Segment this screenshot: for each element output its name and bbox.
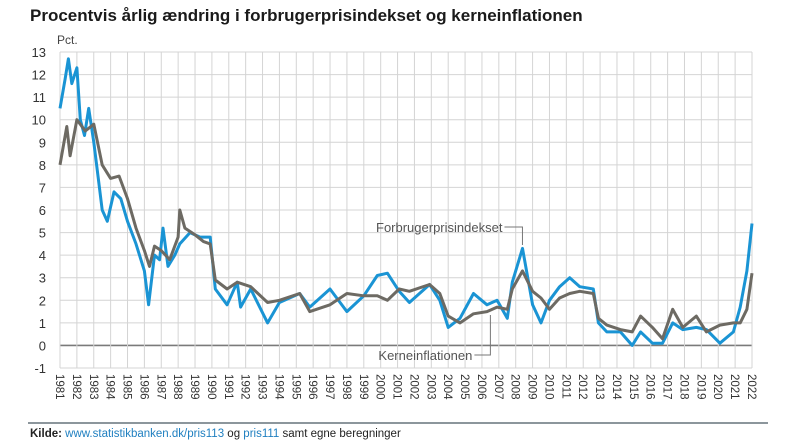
x-tick-label: 2004 xyxy=(441,374,453,400)
x-tick-label: 1983 xyxy=(87,374,99,400)
x-tick-label: 1991 xyxy=(222,374,234,400)
x-tick-label: 2016 xyxy=(644,374,656,400)
x-tick-label: 2008 xyxy=(509,374,521,400)
x-tick-label: 2015 xyxy=(627,374,639,400)
y-tick-label: 7 xyxy=(39,180,46,195)
chart-title: Procentvis årlig ændring i forbrugerpris… xyxy=(30,6,583,25)
y-tick-label: 11 xyxy=(33,90,47,105)
y-tick-label: 1 xyxy=(39,316,46,331)
divider xyxy=(28,422,768,424)
x-tick-label: 2018 xyxy=(677,374,689,400)
x-tick-label: 2017 xyxy=(661,374,673,400)
x-tick-label: 2021 xyxy=(728,374,740,400)
x-tick-label: 1994 xyxy=(272,374,284,400)
y-tick-label: 12 xyxy=(32,68,46,83)
x-tick-label: 1990 xyxy=(205,374,217,400)
x-tick-label: 1993 xyxy=(256,374,268,400)
source-link-pris111[interactable]: pris111 xyxy=(243,428,280,440)
x-tick-label: 1981 xyxy=(53,374,65,400)
annotation-leader-forbrugerprisindekset xyxy=(504,226,523,245)
x-tick-label: 2010 xyxy=(542,374,554,400)
x-tick-label: 2014 xyxy=(610,374,622,400)
annotation-leader-kerneinflationen xyxy=(474,315,491,356)
x-tick-label: 1985 xyxy=(121,374,133,400)
y-tick-label: 9 xyxy=(39,135,46,150)
x-tick-label: 2019 xyxy=(694,374,706,400)
y-tick-label: -1 xyxy=(34,361,46,376)
x-tick-label: 2013 xyxy=(593,374,605,400)
x-tick-label: 2005 xyxy=(458,374,470,400)
y-tick-label: 5 xyxy=(39,226,46,241)
y-tick-label: 10 xyxy=(32,113,46,128)
source-link-pris113[interactable]: www.statistikbanken.dk/pris113 xyxy=(65,428,225,440)
x-tick-label: 1996 xyxy=(306,374,318,400)
y-tick-label: 0 xyxy=(39,338,46,353)
y-tick-label: 6 xyxy=(39,203,46,218)
x-tick-label: 1997 xyxy=(323,374,335,400)
x-tick-label: 2002 xyxy=(407,374,419,400)
y-axis-unit: Pct. xyxy=(57,33,78,47)
x-tick-label: 1986 xyxy=(137,374,149,400)
x-tick-label: 2000 xyxy=(374,374,386,400)
x-tick-label: 2006 xyxy=(475,374,487,400)
x-tick-label: 2009 xyxy=(526,374,538,400)
annotation-forbrugerprisindekset: Forbrugerprisindekset xyxy=(376,220,503,235)
x-tick-label: 2001 xyxy=(391,374,403,400)
source-label: Kilde: xyxy=(30,428,62,440)
y-tick-label: 4 xyxy=(39,248,46,263)
x-tick-label: 1989 xyxy=(188,374,200,400)
x-tick-label: 2022 xyxy=(745,374,757,400)
x-tick-label: 2007 xyxy=(492,374,504,400)
series-line-kerneinflationen xyxy=(58,118,754,341)
x-tick-label: 2020 xyxy=(711,374,723,400)
annotation-kerneinflationen: Kerneinflationen xyxy=(378,348,472,363)
x-tick-label: 1987 xyxy=(154,374,166,400)
x-tick-label: 1995 xyxy=(289,374,301,400)
x-tick-label: 1988 xyxy=(171,374,183,400)
y-tick-label: 3 xyxy=(39,271,46,286)
x-tick-label: 1992 xyxy=(239,374,251,400)
x-tick-label: 2003 xyxy=(424,374,436,400)
x-tick-label: 1998 xyxy=(340,374,352,400)
x-tick-label: 1999 xyxy=(357,374,369,400)
y-tick-label: 13 xyxy=(32,45,46,60)
x-tick-label: 2012 xyxy=(576,374,588,400)
source-og: og xyxy=(224,428,244,440)
x-tick-label: 1984 xyxy=(104,374,116,400)
source-note: Kilde: www.statistikbanken.dk/pris113 og… xyxy=(30,428,401,440)
x-tick-label: 1982 xyxy=(70,374,82,400)
series-line-forbrugerprisindekset xyxy=(58,57,754,347)
y-tick-label: 2 xyxy=(39,293,46,308)
y-tick-label: 8 xyxy=(39,158,46,173)
source-tail: samt egne beregninger xyxy=(279,428,401,440)
x-tick-label: 2011 xyxy=(559,374,571,399)
